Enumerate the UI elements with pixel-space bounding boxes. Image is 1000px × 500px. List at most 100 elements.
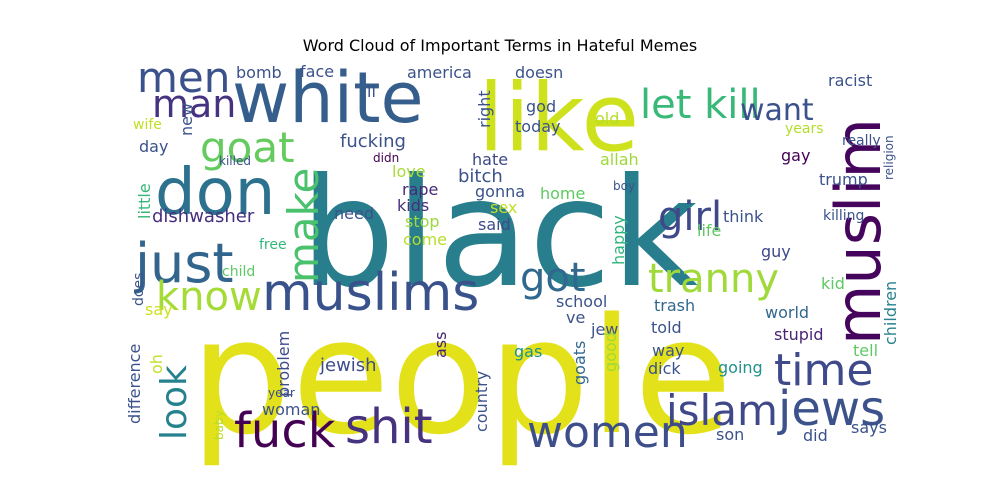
word-come: come [403,230,447,249]
word-think: think [723,207,764,226]
word-did: did [803,426,828,445]
word-today: today [515,117,561,136]
word-fucking: fucking [340,131,406,152]
word-muslims: muslims [262,263,479,323]
word-dick: dick [648,359,681,378]
word-like: like [478,64,639,173]
word-boy: boy [613,179,635,193]
word-goat: goat [200,123,295,172]
word-old: old [595,109,619,128]
word-religion: religion [882,135,896,180]
word-islam: islam [666,386,778,435]
word-don: don [155,156,275,230]
word-gonna: gonna [475,182,525,201]
word-children: children [881,281,900,345]
word-tell: tell [853,341,878,360]
word-way: way [652,341,684,360]
word-look: look [154,365,195,440]
word-says: says [851,418,887,437]
word-problem: problem [274,331,293,397]
word-want: want [740,93,814,128]
word-say: say [145,300,173,319]
word-good: good [601,332,620,372]
word-killing: killing [823,208,864,224]
word-oh: oh [147,354,166,374]
word-time: time [774,345,873,396]
word-told: told [651,318,682,337]
chart-title: Word Cloud of Important Terms in Hateful… [302,36,698,55]
word-got: got [520,255,586,301]
word-world: world [765,303,809,322]
word-baby: baby [212,410,226,440]
word-rape: rape [402,180,438,199]
word-women: women [527,407,688,458]
word-trash: trash [654,296,695,315]
word-men: men [137,53,230,102]
word-free: free [259,237,287,253]
word-hate: hate [472,150,508,169]
word-make: make [279,168,328,283]
word-little: little [135,183,154,219]
word-muslim: muslim [822,118,895,345]
word-ass: ass [431,332,450,358]
word-tranny: tranny [648,256,779,302]
word-fuck: fuck [234,403,336,459]
word-goats: goats [570,341,589,385]
word-god: god [526,97,556,116]
word-let-kill: let kill [640,82,761,128]
word-wife: wife [133,117,162,133]
word-sex: sex [490,198,517,217]
word-love: love [392,162,426,181]
word-new: new [177,103,196,136]
word-stupid: stupid [774,325,824,344]
word-america: america [407,63,472,82]
word-shit: shit [345,399,433,455]
word-dishwasher: dishwasher [152,206,255,227]
word-life: life [697,221,721,240]
word-child: child [222,264,255,280]
word-jews: jews [777,381,885,437]
word-racist: racist [828,71,872,90]
word-jewish: jewish [319,355,377,376]
word-does: does [131,273,147,306]
word-day: day [139,137,168,156]
word-kids: kids [397,196,429,215]
word-need: need [334,204,374,223]
word-doesn: doesn [515,63,563,82]
word-stop: stop [405,212,440,231]
word-country: country [472,371,491,432]
word-ll: ll [367,82,376,101]
word-ve: ve [566,308,585,327]
word-gas: gas [514,342,542,361]
word-kid: kid [821,274,845,293]
word-school: school [556,292,607,311]
word-year: year [268,386,295,400]
word-people: people [190,283,732,470]
word-man: man [152,82,236,126]
word-going: going [718,358,763,377]
word-right: right [475,90,494,128]
word-allah: allah [600,150,639,169]
word-killed: killed [219,154,251,168]
word-know: know [156,274,262,320]
word-years: years [785,121,824,137]
word-home: home [540,184,585,203]
word-really: really [842,133,881,149]
word-bomb: bomb [236,63,282,82]
word-black: black [300,147,698,321]
word-happy: happy [609,215,628,265]
word-trump: trump [819,170,868,189]
word-didn: didn [373,151,399,165]
word-white: white [232,57,424,139]
word-girl: girl [658,194,722,240]
word-just: just [134,232,234,295]
word-face: face [300,62,334,81]
word-jew: jew [590,320,618,339]
word-said: said [478,215,511,234]
word-son: son [716,425,744,444]
word-bitch: bitch [458,166,503,187]
word-difference: difference [125,344,144,424]
word-woman: woman [262,400,320,419]
word-guy: guy [761,242,791,261]
